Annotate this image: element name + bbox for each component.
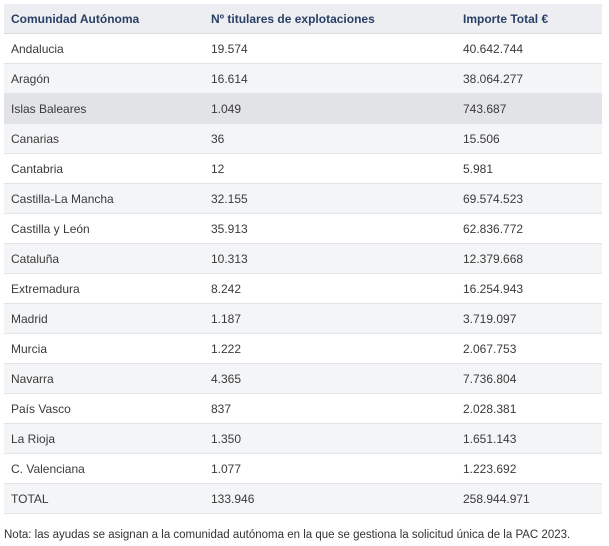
table-row: Extremadura 8.242 16.254.943 xyxy=(4,273,602,304)
table-row: Madrid 1.187 3.719.097 xyxy=(4,303,602,334)
table-row: Castilla-La Mancha 32.155 69.574.523 xyxy=(4,183,602,214)
cell-comunidad: Murcia xyxy=(4,333,204,364)
cell-importe: 38.064.277 xyxy=(456,63,602,94)
cell-importe: 3.719.097 xyxy=(456,303,602,334)
cell-titulares: 1.077 xyxy=(204,453,456,484)
cell-comunidad: Cataluña xyxy=(4,243,204,274)
cell-comunidad: Cantabria xyxy=(4,153,204,184)
cell-importe: 2.028.381 xyxy=(456,393,602,424)
table-row: Canarias 36 15.506 xyxy=(4,123,602,154)
cell-importe: 7.736.804 xyxy=(456,363,602,394)
cell-comunidad: La Rioja xyxy=(4,423,204,454)
table-row-highlighted: Islas Baleares 1.049 743.687 xyxy=(4,93,602,124)
cell-titulares: 35.913 xyxy=(204,213,456,244)
cell-importe: 743.687 xyxy=(456,93,602,124)
table-row: Aragón 16.614 38.064.277 xyxy=(4,63,602,94)
table-row: Castilla y León 35.913 62.836.772 xyxy=(4,213,602,244)
table-row: Cantabria 12 5.981 xyxy=(4,153,602,184)
cell-importe: 1.223.692 xyxy=(456,453,602,484)
data-table: Comunidad Autónoma Nº titulares de explo… xyxy=(4,4,602,514)
table-header-row: Comunidad Autónoma Nº titulares de explo… xyxy=(4,4,602,34)
cell-importe: 2.067.753 xyxy=(456,333,602,364)
table-row: Andalucia 19.574 40.642.744 xyxy=(4,33,602,64)
cell-titulares: 16.614 xyxy=(204,63,456,94)
cell-titulares: 12 xyxy=(204,153,456,184)
cell-titulares: 1.222 xyxy=(204,333,456,364)
cell-titulares: 1.049 xyxy=(204,93,456,124)
table-row: País Vasco 837 2.028.381 xyxy=(4,393,602,424)
table-row-total: TOTAL 133.946 258.944.971 xyxy=(4,483,602,514)
cell-comunidad: Navarra xyxy=(4,363,204,394)
cell-importe: 12.379.668 xyxy=(456,243,602,274)
cell-comunidad: Canarias xyxy=(4,123,204,154)
cell-comunidad: C. Valenciana xyxy=(4,453,204,484)
cell-comunidad: Andalucia xyxy=(4,33,204,64)
cell-importe: 15.506 xyxy=(456,123,602,154)
cell-comunidad: TOTAL xyxy=(4,483,204,514)
cell-comunidad: Madrid xyxy=(4,303,204,334)
data-table-container: Comunidad Autónoma Nº titulares de explo… xyxy=(4,4,602,514)
cell-titulares: 837 xyxy=(204,393,456,424)
table-row: Cataluña 10.313 12.379.668 xyxy=(4,243,602,274)
table-row: La Rioja 1.350 1.651.143 xyxy=(4,423,602,454)
header-importe[interactable]: Importe Total € xyxy=(456,4,602,34)
cell-titulares: 133.946 xyxy=(204,483,456,514)
cell-comunidad: Islas Baleares xyxy=(4,93,204,124)
cell-titulares: 1.187 xyxy=(204,303,456,334)
cell-comunidad: País Vasco xyxy=(4,393,204,424)
table-row: Navarra 4.365 7.736.804 xyxy=(4,363,602,394)
header-comunidad[interactable]: Comunidad Autónoma xyxy=(4,4,204,34)
footnote: Nota: las ayudas se asignan a la comunid… xyxy=(4,529,571,541)
cell-titulares: 1.350 xyxy=(204,423,456,454)
cell-importe: 69.574.523 xyxy=(456,183,602,214)
cell-titulares: 32.155 xyxy=(204,183,456,214)
cell-comunidad: Aragón xyxy=(4,63,204,94)
cell-comunidad: Castilla y León xyxy=(4,213,204,244)
cell-titulares: 36 xyxy=(204,123,456,154)
cell-titulares: 10.313 xyxy=(204,243,456,274)
header-titulares[interactable]: Nº titulares de explotaciones xyxy=(204,4,456,34)
cell-importe: 40.642.744 xyxy=(456,33,602,64)
cell-importe: 16.254.943 xyxy=(456,273,602,304)
cell-titulares: 19.574 xyxy=(204,33,456,64)
table-row: C. Valenciana 1.077 1.223.692 xyxy=(4,453,602,484)
cell-importe: 1.651.143 xyxy=(456,423,602,454)
cell-titulares: 4.365 xyxy=(204,363,456,394)
cell-comunidad: Extremadura xyxy=(4,273,204,304)
table-row: Murcia 1.222 2.067.753 xyxy=(4,333,602,364)
cell-comunidad: Castilla-La Mancha xyxy=(4,183,204,214)
cell-importe: 5.981 xyxy=(456,153,602,184)
cell-importe: 258.944.971 xyxy=(456,483,602,514)
cell-titulares: 8.242 xyxy=(204,273,456,304)
cell-importe: 62.836.772 xyxy=(456,213,602,244)
